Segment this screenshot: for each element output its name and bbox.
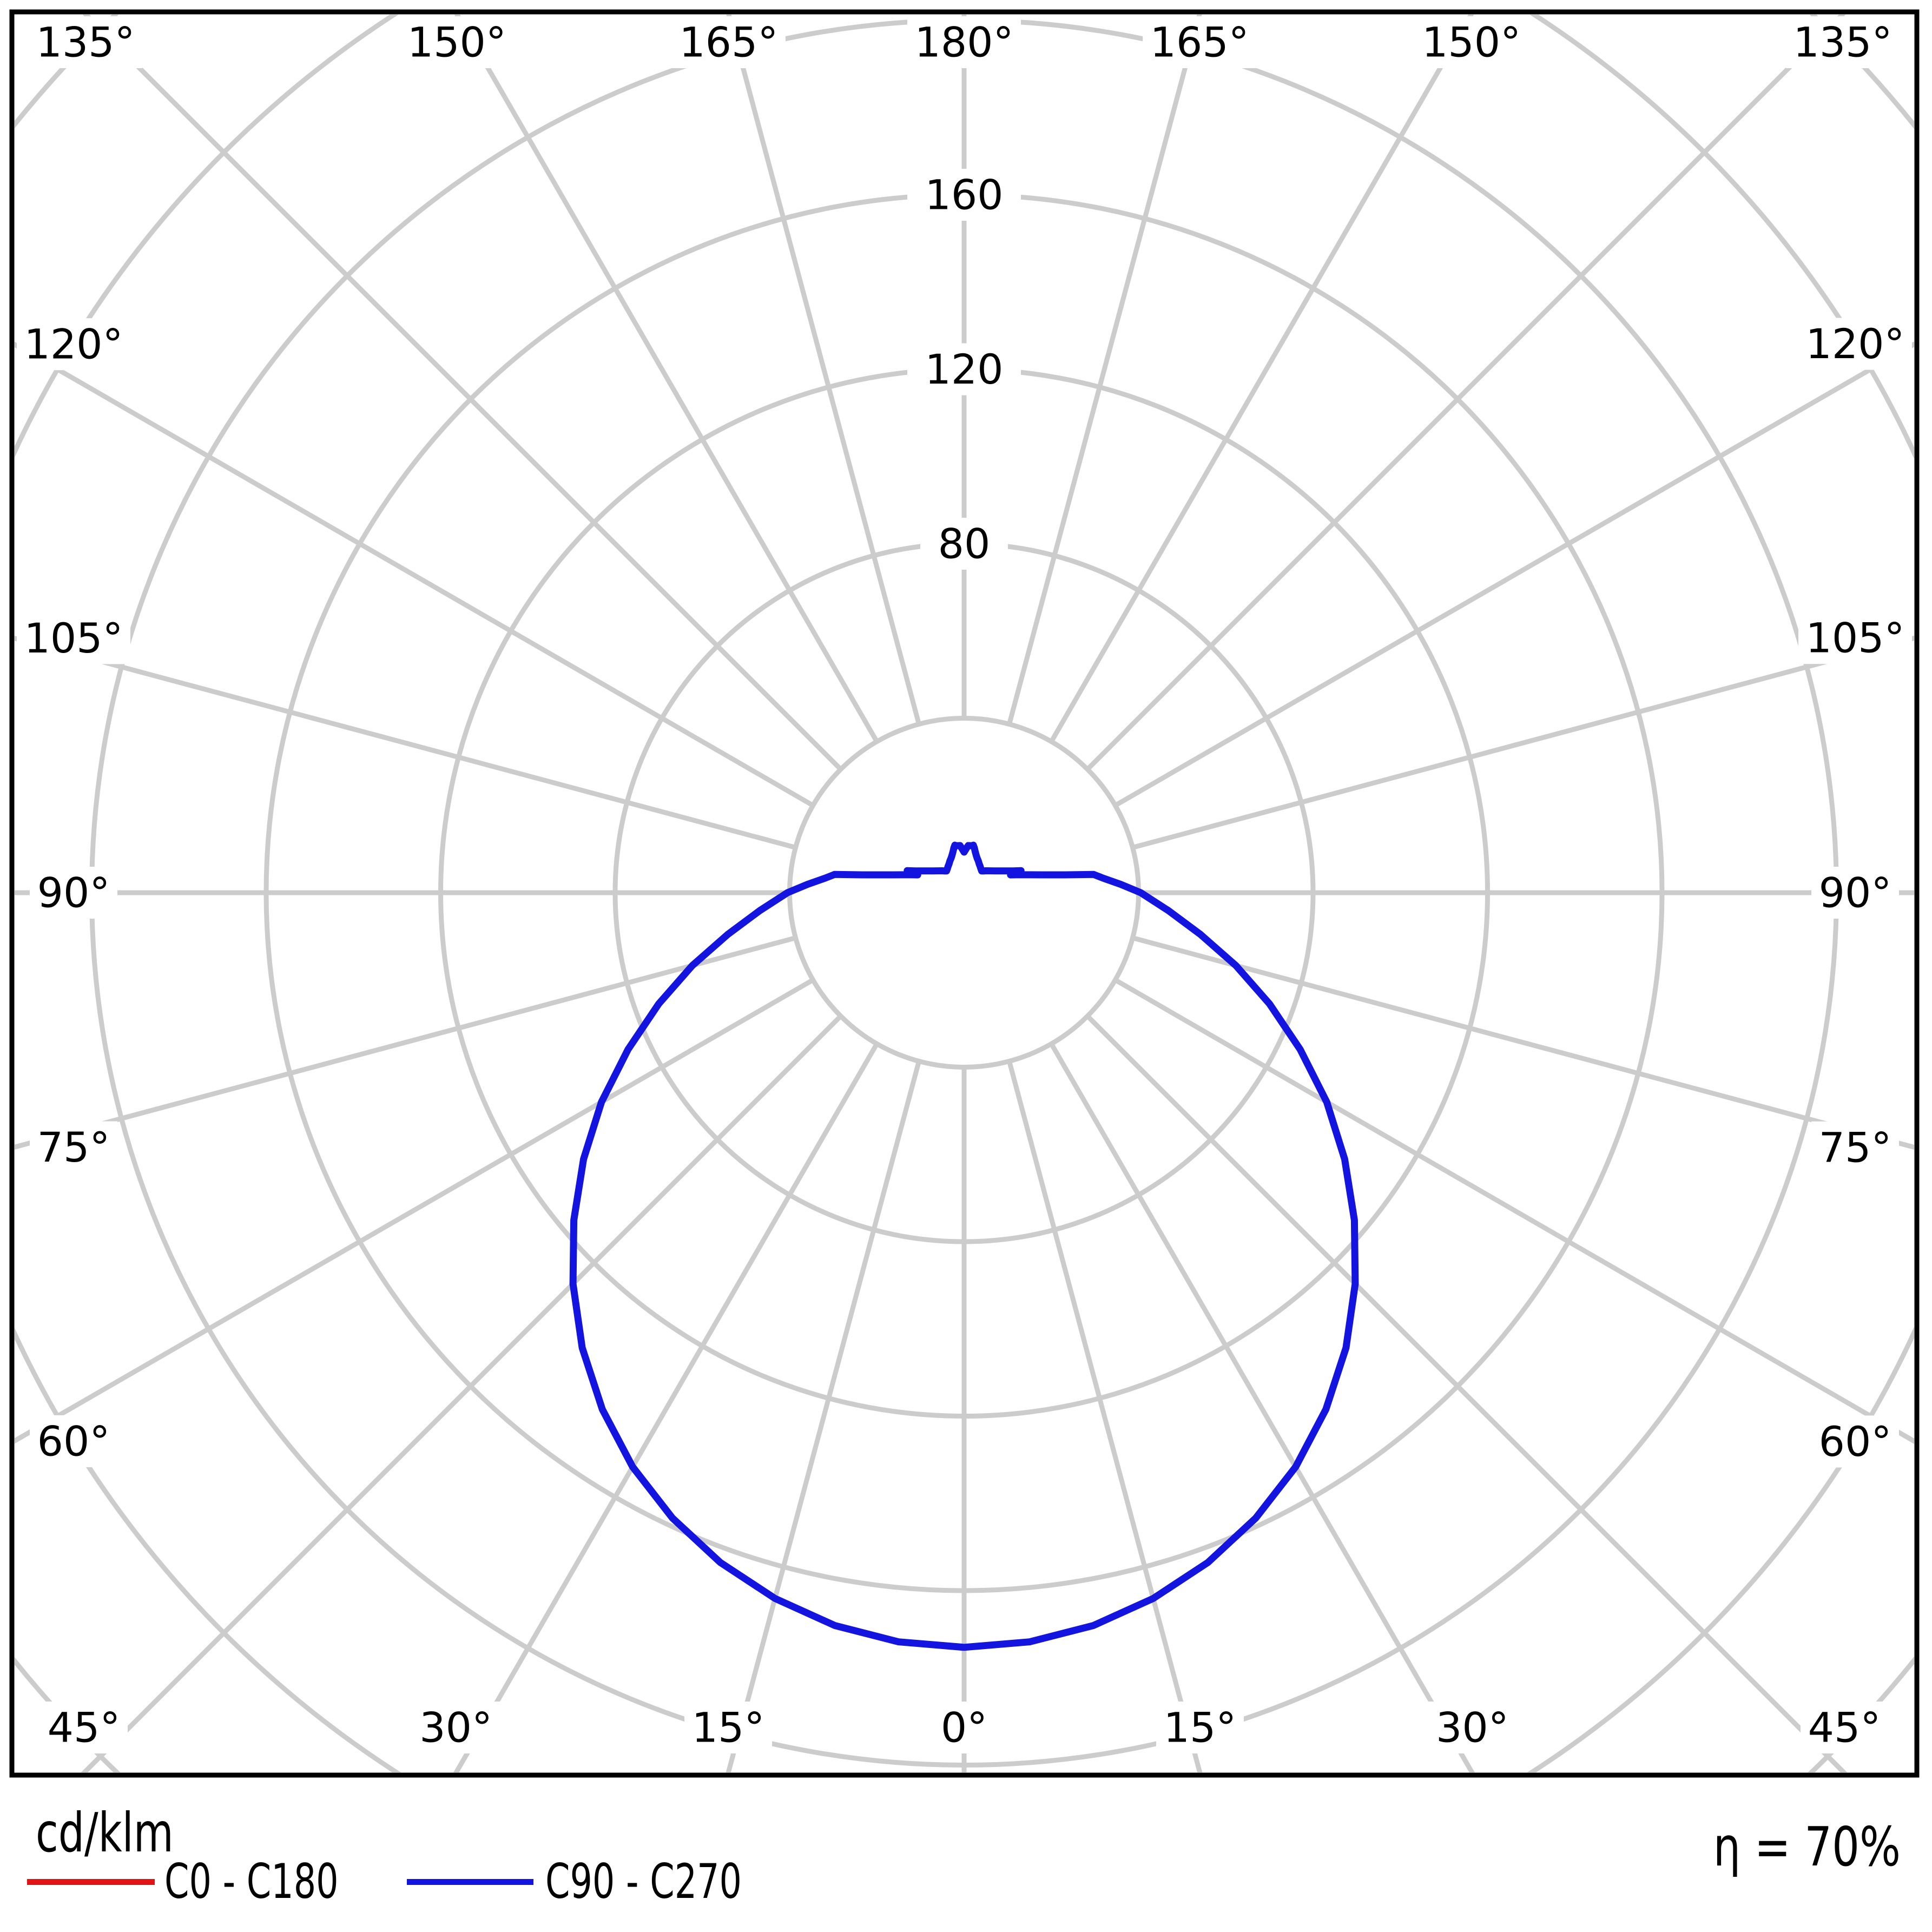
angle-label-R15: 15° — [1164, 1704, 1237, 1752]
angle-label-L30-bg — [412, 1702, 500, 1753]
angle-label-R30: 30° — [1436, 1704, 1509, 1752]
grid-radial-L30 — [453, 1043, 879, 1772]
angle-label-L15: 15° — [692, 1704, 765, 1752]
angle-label-L60: 60° — [37, 1417, 110, 1465]
angle-label-L120-bg — [17, 318, 130, 371]
angle-label-R120-bg — [1798, 318, 1912, 370]
angle-label-R165-bg — [1143, 16, 1257, 68]
angle-label-L75: 75° — [37, 1123, 110, 1171]
grid-radial-L45 — [81, 1014, 843, 1772]
angle-label-R165: 165° — [1150, 18, 1249, 67]
grid-radial-R75 — [1132, 935, 1914, 1150]
angle-label-L150: 150° — [407, 18, 506, 67]
angle-label-R0-bg — [933, 1702, 995, 1753]
angle-label-R45-bg — [1801, 1702, 1888, 1753]
angle-label-R135: 135° — [1793, 18, 1892, 67]
angle-label-L60-bg — [30, 1415, 117, 1467]
angle-label-L165-bg — [671, 16, 786, 68]
angle-label-L45-bg — [40, 1702, 128, 1753]
grid-radial-R60 — [1114, 978, 1914, 1445]
angle-label-L165: 165° — [679, 18, 778, 67]
grid-radial-R45 — [1085, 1014, 1848, 1772]
angle-label-R75-bg — [1811, 1121, 1899, 1173]
curve-c90-c270 — [569, 841, 1359, 1651]
grid-radial-L150 — [454, 15, 879, 743]
legend-label-c90-c270: C90 - C270 — [545, 1854, 742, 1909]
angle-label-L105: 105° — [24, 614, 123, 662]
angle-label-R45: 45° — [1808, 1704, 1881, 1752]
efficiency-label: η = 70% — [1713, 1815, 1901, 1878]
legend-swatch-c0-c180 — [27, 1879, 155, 1885]
angle-label-R150: 150° — [1422, 18, 1521, 67]
angle-label-R0: 0° — [941, 1704, 987, 1752]
angle-label-L120: 120° — [24, 320, 123, 368]
grid-radial-L105 — [15, 636, 796, 850]
grid-ring-40 — [787, 716, 1141, 1070]
angle-label-L75-bg — [30, 1121, 117, 1173]
legend-swatch-c90-c270 — [407, 1879, 533, 1885]
grid-radial-R15 — [1007, 1060, 1203, 1772]
angle-label-R135-bg — [1786, 16, 1900, 68]
angle-label-L150-bg — [400, 16, 514, 68]
angle-label-L45: 45° — [48, 1704, 121, 1752]
ring-label-160: 160 — [925, 171, 1003, 219]
angle-label-L135: 135° — [36, 18, 135, 67]
grid-radial-L120 — [15, 341, 814, 808]
angle-label-L90: 90° — [37, 869, 110, 917]
angle-label-R15-bg — [1156, 1702, 1244, 1753]
plot-border — [9, 9, 1920, 1778]
angle-label-L105-bg — [17, 612, 130, 664]
angle-label-R90-bg — [1811, 867, 1899, 919]
grid-radial-L165 — [726, 15, 921, 725]
grid-radial-R120 — [1114, 341, 1914, 808]
grid-radial-L15 — [726, 1060, 921, 1772]
grid-radial-R150 — [1049, 15, 1474, 743]
ring-label-120-bg — [907, 343, 1021, 395]
grid-radial-R30 — [1049, 1043, 1475, 1772]
angle-label-R105-bg — [1798, 612, 1912, 664]
angle-label-R105: 105° — [1805, 614, 1904, 662]
angle-label-R60-bg — [1811, 1415, 1899, 1468]
ring-label-80-bg — [920, 518, 1008, 570]
grid-radial-L75 — [15, 935, 796, 1150]
angle-label-L90-bg — [30, 867, 117, 919]
angle-label-R90: 90° — [1819, 869, 1892, 917]
angle-label-L135-bg — [29, 16, 142, 68]
ring-label-160-bg — [907, 169, 1021, 221]
angle-label-R150-bg — [1414, 16, 1528, 68]
angle-label-L15-bg — [684, 1702, 773, 1753]
angle-label-R120: 120° — [1805, 320, 1904, 368]
unit-label: cd/klm — [36, 1801, 174, 1864]
angle-label-R30-bg — [1428, 1702, 1516, 1753]
grid-radial-L60 — [15, 978, 814, 1444]
ring-label-120: 120 — [925, 345, 1003, 393]
angle-label-R75: 75° — [1819, 1123, 1892, 1171]
grid-radial-R105 — [1132, 635, 1914, 850]
angle-label-R60: 60° — [1819, 1417, 1892, 1466]
angle-label-R180-bg — [907, 16, 1021, 68]
legend: C0 - C180 C90 - C270 — [0, 1853, 1932, 1913]
angle-label-R180: 180° — [914, 18, 1013, 67]
grid-radial-R165 — [1007, 15, 1202, 725]
angle-label-L30: 30° — [419, 1704, 492, 1752]
ring-label-80: 80 — [938, 520, 991, 568]
legend-label-c0-c180: C0 - C180 — [164, 1854, 339, 1909]
